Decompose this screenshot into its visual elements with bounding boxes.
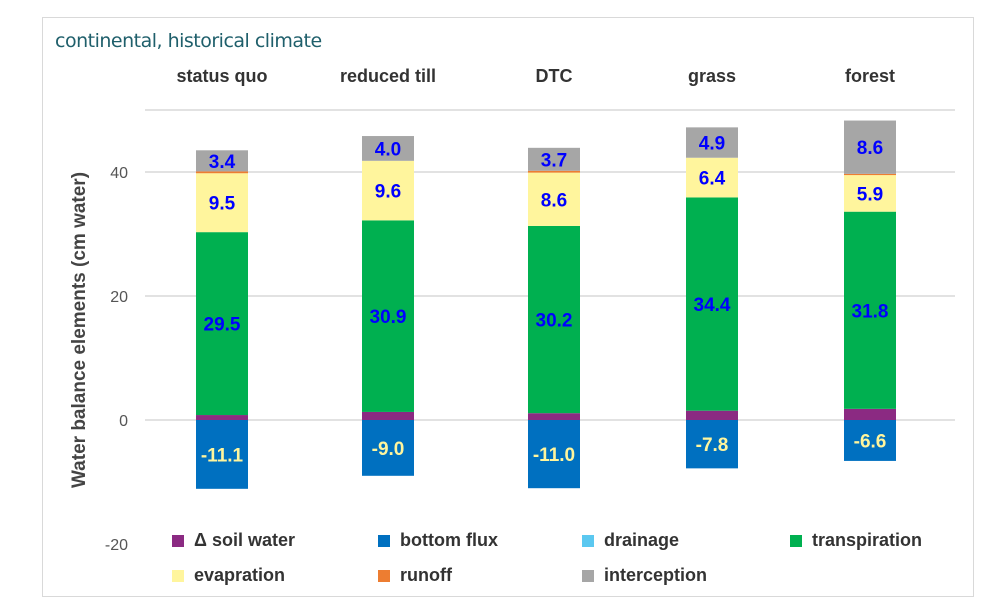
bar-segment bbox=[196, 171, 248, 174]
bar-segment bbox=[528, 225, 580, 414]
bar-segment bbox=[686, 197, 738, 411]
category-label: forest bbox=[845, 66, 895, 86]
data-label: 31.8 bbox=[852, 301, 889, 322]
bar-segment bbox=[196, 150, 248, 172]
bar-segment bbox=[844, 408, 896, 420]
bar-segment bbox=[528, 420, 580, 489]
bar-segment bbox=[362, 220, 414, 412]
data-label: 34.4 bbox=[694, 295, 731, 316]
bar-segment bbox=[844, 120, 896, 174]
bar-segment bbox=[362, 160, 414, 221]
bar-segment bbox=[528, 413, 580, 420]
bar-segment bbox=[528, 170, 580, 173]
data-label: 9.5 bbox=[209, 194, 236, 215]
chart-title: continental, historical climate bbox=[55, 30, 322, 52]
bar-segment bbox=[362, 136, 414, 161]
bar-segment bbox=[196, 420, 248, 489]
bar-segment bbox=[196, 232, 248, 416]
bar-segment bbox=[844, 211, 896, 409]
y-axis-label: Water balance elements (cm water) bbox=[69, 172, 90, 488]
bar-segment bbox=[196, 173, 248, 233]
data-label: 30.9 bbox=[370, 307, 407, 328]
data-label: 30.2 bbox=[536, 311, 573, 332]
data-label: 3.4 bbox=[209, 152, 236, 173]
category-label: DTC bbox=[536, 66, 573, 86]
legend-swatch bbox=[582, 569, 594, 582]
legend-item: evapration bbox=[172, 565, 285, 586]
legend-swatch bbox=[378, 569, 390, 582]
bar-segment bbox=[362, 420, 414, 476]
legend-label: evapration bbox=[194, 565, 286, 585]
bar-segment bbox=[844, 173, 896, 176]
data-label: -6.6 bbox=[854, 431, 887, 452]
legend-item: drainage bbox=[582, 530, 679, 551]
data-label: 4.9 bbox=[699, 134, 725, 155]
chart-frame bbox=[42, 17, 974, 597]
bar-segment bbox=[686, 410, 738, 420]
data-label: 6.4 bbox=[699, 169, 726, 190]
y-tick-label: -20 bbox=[105, 537, 128, 554]
data-label: -9.0 bbox=[372, 439, 405, 460]
legend-swatch bbox=[172, 569, 184, 582]
bar-segment bbox=[686, 157, 738, 198]
y-tick-label: 40 bbox=[110, 165, 128, 182]
legend-label: runoff bbox=[400, 565, 452, 585]
bar-segment bbox=[196, 415, 248, 420]
data-label: 9.6 bbox=[375, 182, 401, 203]
y-tick-label: 0 bbox=[119, 413, 128, 430]
data-label: -7.8 bbox=[696, 435, 729, 456]
category-label: grass bbox=[688, 66, 736, 86]
legend-item: transpiration bbox=[790, 530, 922, 551]
legend-item: bottom flux bbox=[378, 530, 498, 551]
legend-item: interception bbox=[582, 565, 707, 586]
legend-item: Δ soil water bbox=[172, 530, 295, 551]
y-tick-label: 20 bbox=[110, 289, 128, 306]
legend-label: transpiration bbox=[812, 530, 923, 550]
data-label: 3.7 bbox=[541, 150, 567, 171]
data-label: 8.6 bbox=[857, 138, 883, 159]
legend-swatch bbox=[790, 534, 802, 547]
data-label: -11.1 bbox=[201, 445, 244, 466]
legend-item: runoff bbox=[378, 565, 452, 586]
bar-segment bbox=[362, 411, 414, 420]
legend-label: drainage bbox=[604, 530, 680, 550]
legend-label: Δ soil water bbox=[194, 530, 295, 550]
data-label: 5.9 bbox=[857, 184, 883, 205]
bar-segment bbox=[686, 127, 738, 158]
category-label: reduced till bbox=[340, 66, 436, 86]
legend-swatch bbox=[378, 534, 390, 547]
bar-segment bbox=[844, 175, 896, 212]
bar-segment bbox=[528, 172, 580, 226]
data-label: 4.0 bbox=[375, 139, 401, 160]
legend-swatch bbox=[172, 534, 184, 547]
bar-segment bbox=[686, 420, 738, 469]
bar-segment bbox=[528, 147, 580, 171]
data-label: 29.5 bbox=[204, 315, 241, 336]
legend-label: bottom flux bbox=[400, 530, 498, 550]
data-label: -11.0 bbox=[533, 445, 575, 466]
data-label: 8.6 bbox=[541, 190, 567, 211]
legend-label: interception bbox=[604, 565, 708, 585]
legend-swatch bbox=[582, 534, 594, 547]
category-label: status quo bbox=[176, 66, 267, 86]
bar-segment bbox=[844, 420, 896, 461]
